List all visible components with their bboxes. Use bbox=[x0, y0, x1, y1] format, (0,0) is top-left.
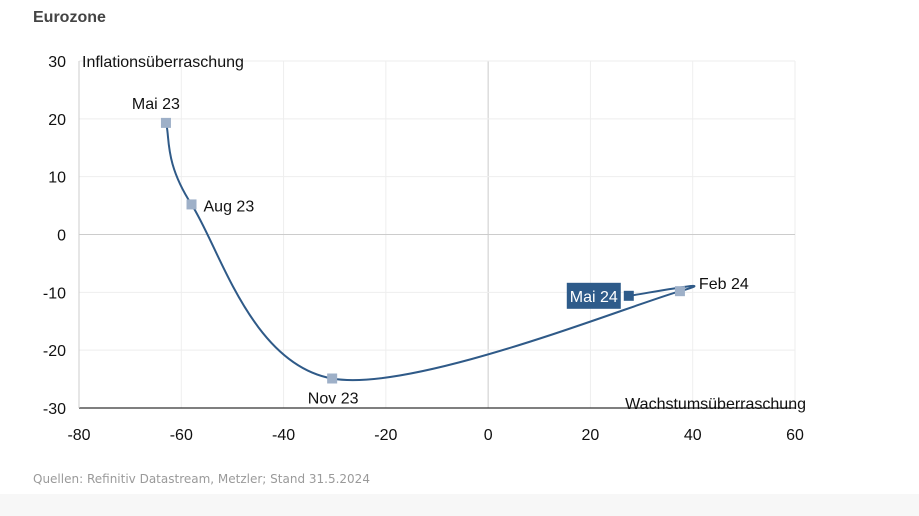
x-tick-label: 60 bbox=[786, 427, 804, 444]
data-point-marker bbox=[623, 290, 634, 301]
source-note: Quellen: Refinitiv Datastream, Metzler; … bbox=[33, 472, 370, 486]
y-tick-label: -30 bbox=[43, 401, 66, 418]
data-point-marker bbox=[160, 117, 171, 128]
series-line bbox=[164, 122, 696, 381]
y-tick-label: 10 bbox=[48, 170, 66, 187]
markers bbox=[160, 117, 685, 384]
point-label: Aug 23 bbox=[204, 198, 255, 215]
highlight-point-label: Mai 24 bbox=[570, 289, 618, 306]
point-label: Nov 23 bbox=[308, 391, 359, 408]
data-point-marker bbox=[186, 199, 197, 210]
x-tick-label: -80 bbox=[67, 427, 90, 444]
footer-band bbox=[0, 494, 919, 516]
point-labels: Mai 23 Aug 23 Nov 23 Feb 24 Mai 24 bbox=[132, 96, 749, 408]
y-tick-label: 0 bbox=[57, 228, 66, 245]
x-tick-label: 0 bbox=[484, 427, 493, 444]
y-tick-label: -10 bbox=[43, 285, 66, 302]
data-point-marker bbox=[674, 286, 685, 297]
y-tick-label: -20 bbox=[43, 343, 66, 360]
x-tick-label: -60 bbox=[170, 427, 193, 444]
y-axis-label: Inflationsüberraschung bbox=[82, 54, 244, 71]
point-label: Mai 23 bbox=[132, 96, 180, 113]
chart: -80 -60 -40 -20 0 20 40 60 30 20 10 0 -10 -20 -30 Mai … bbox=[43, 54, 806, 444]
y-tick-label: 30 bbox=[48, 54, 66, 71]
x-tick-label: 40 bbox=[684, 427, 702, 444]
x-tick-label: -40 bbox=[272, 427, 295, 444]
x-tick-label: -20 bbox=[374, 427, 397, 444]
panel-title: Eurozone bbox=[33, 9, 106, 26]
y-tick-label: 20 bbox=[48, 112, 66, 129]
x-axis-label: Wachstumsüberraschung bbox=[625, 396, 806, 413]
x-tick-label: 20 bbox=[582, 427, 600, 444]
grid bbox=[78, 60, 796, 409]
highlight-label-box bbox=[566, 282, 621, 309]
data-point-marker bbox=[327, 373, 338, 384]
axes: -80 -60 -40 -20 0 20 40 60 30 20 10 0 -10 -20 -30 bbox=[43, 54, 804, 444]
point-label: Feb 24 bbox=[699, 276, 749, 293]
